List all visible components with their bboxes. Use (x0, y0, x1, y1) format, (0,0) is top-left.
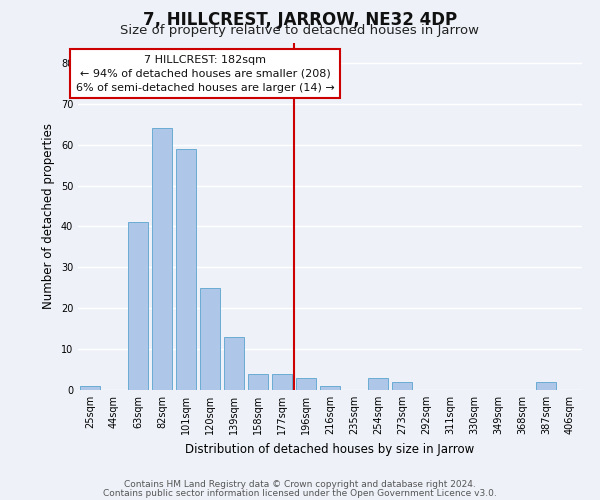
Bar (320, 386, 340, 390)
Bar (368, 378, 388, 390)
Bar (200, 288, 220, 390)
Bar (224, 337, 244, 390)
Bar (392, 382, 412, 390)
Bar (152, 128, 172, 390)
Y-axis label: Number of detached properties: Number of detached properties (42, 123, 55, 309)
Text: Size of property relative to detached houses in Jarrow: Size of property relative to detached ho… (121, 24, 479, 37)
Text: 7 HILLCREST: 182sqm
← 94% of detached houses are smaller (208)
6% of semi-detach: 7 HILLCREST: 182sqm ← 94% of detached ho… (76, 55, 335, 93)
Bar (536, 382, 556, 390)
Bar (272, 374, 292, 390)
X-axis label: Distribution of detached houses by size in Jarrow: Distribution of detached houses by size … (185, 442, 475, 456)
Text: Contains public sector information licensed under the Open Government Licence v3: Contains public sector information licen… (103, 488, 497, 498)
Text: Contains HM Land Registry data © Crown copyright and database right 2024.: Contains HM Land Registry data © Crown c… (124, 480, 476, 489)
Bar (80, 386, 100, 390)
Text: 7, HILLCREST, JARROW, NE32 4DP: 7, HILLCREST, JARROW, NE32 4DP (143, 11, 457, 29)
Bar (128, 222, 148, 390)
Bar (248, 374, 268, 390)
Bar (296, 378, 316, 390)
Bar (176, 149, 196, 390)
